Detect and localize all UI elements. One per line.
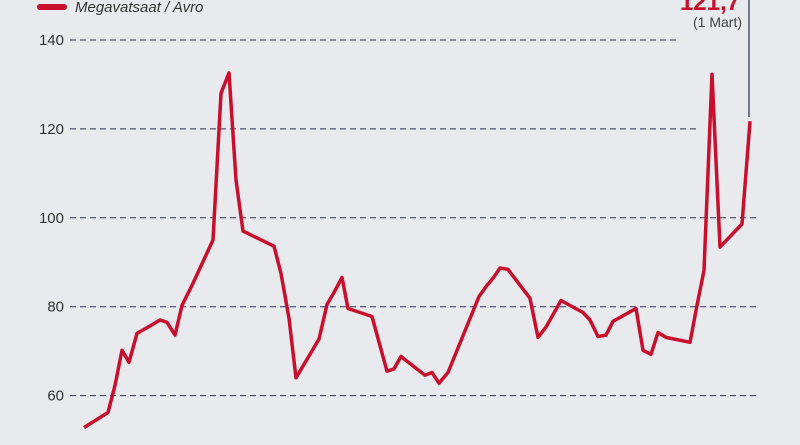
y-tick-label: 60 <box>47 388 64 405</box>
y-tick-label: 120 <box>39 121 64 138</box>
series-line <box>83 71 752 430</box>
y-tick-label: 140 <box>39 32 64 49</box>
annotation: 121,7 (1 Mart) <box>680 0 750 117</box>
annotation-date: (1 Mart) <box>693 14 742 30</box>
y-tick-label: 100 <box>39 210 64 227</box>
legend-label: Megavatsaat / Avro <box>75 0 203 16</box>
y-tick-label: 80 <box>47 299 64 316</box>
annotation-value: 121,7 <box>680 0 740 16</box>
legend: Megavatsaat / Avro <box>37 0 203 16</box>
